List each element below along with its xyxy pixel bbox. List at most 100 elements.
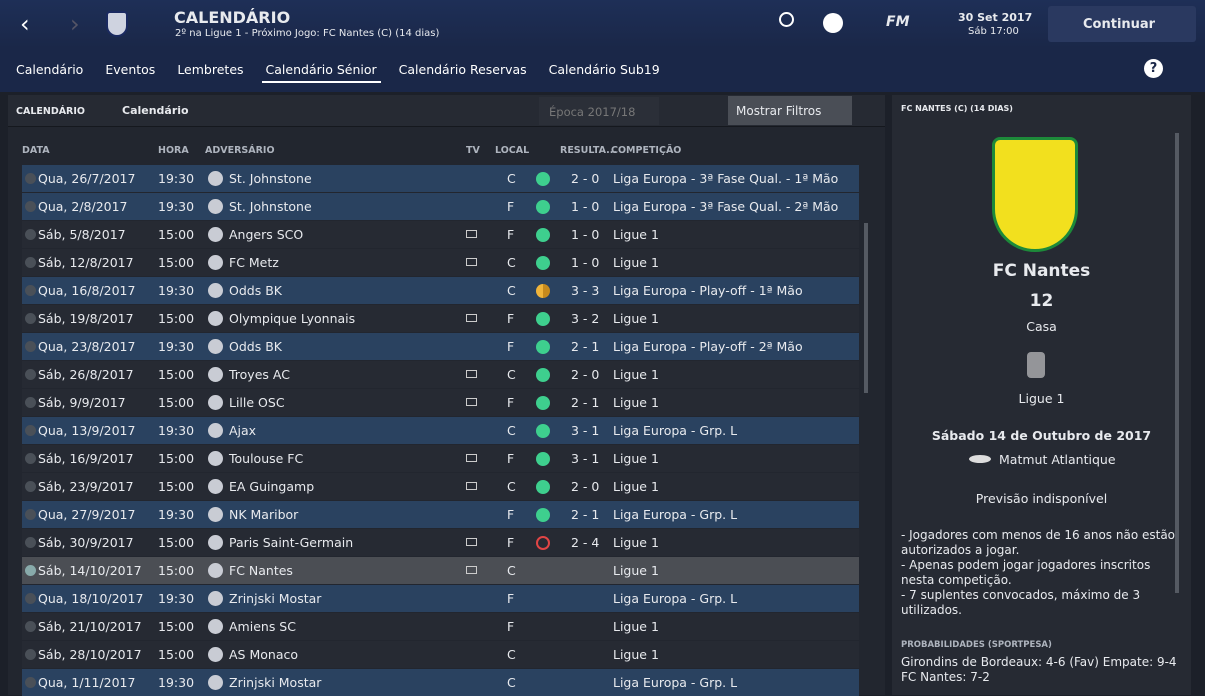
game-date: 30 Set 2017 — [958, 11, 1033, 24]
competition[interactable]: Liga Europa - 3ª Fase Qual. - 1ª Mão — [613, 171, 839, 186]
competition[interactable]: Liga Europa - Grp. L — [613, 675, 738, 690]
fixture-row[interactable]: Qua, 13/9/2017 19:30 Ajax C 3 - 1 Liga Europa… — [22, 417, 859, 444]
fixture-row[interactable]: Sáb, 28/10/2017 15:00 AS Monaco C Ligue 1 — [22, 641, 859, 668]
column-header[interactable]: COMPETIÇÃO — [611, 145, 682, 156]
status-icon — [25, 481, 36, 492]
competition[interactable]: Liga Europa - Grp. L — [613, 507, 738, 522]
scrollbar[interactable] — [864, 223, 868, 393]
view-dropdown[interactable]: Calendário — [122, 104, 189, 117]
result-indicator — [536, 536, 550, 550]
opponent-badge — [208, 171, 223, 186]
result: 3 - 3 — [571, 283, 600, 298]
odds-title: PROBABILIDADES (SPORTPESA) — [901, 640, 1052, 650]
competition[interactable]: Ligue 1 — [613, 563, 659, 578]
opponent: Odds BK — [229, 283, 282, 298]
result: 2 - 0 — [571, 171, 600, 186]
fixture-row[interactable]: Qua, 26/7/2017 19:30 St. Johnstone C 2 - 0 Li… — [22, 165, 859, 192]
competition[interactable]: Ligue 1 — [613, 395, 659, 410]
column-header[interactable]: ADVERSÁRIO — [205, 145, 275, 156]
fixture-row[interactable]: Qua, 2/8/2017 19:30 St. Johnstone F 1 - 0 Lig… — [22, 193, 859, 220]
tab[interactable]: Calendário Sub19 — [548, 62, 660, 77]
column-header[interactable]: RESULTA... — [560, 145, 617, 156]
status-icon — [25, 425, 36, 436]
forward-button[interactable]: › — [70, 10, 80, 38]
competition[interactable]: Liga Europa - Play-off - 1ª Mão — [613, 283, 803, 298]
fixture-row[interactable]: Sáb, 30/9/2017 15:00 Paris Saint-Germain F 2… — [22, 529, 859, 556]
competition[interactable]: Liga Europa - 3ª Fase Qual. - 2ª Mão — [613, 199, 839, 214]
fixture-row[interactable]: Sáb, 21/10/2017 15:00 Amiens SC F Ligue 1 — [22, 613, 859, 640]
club-badge[interactable] — [106, 11, 128, 37]
tab[interactable]: Lembretes — [177, 62, 244, 77]
column-header[interactable]: DATA — [22, 145, 50, 156]
time: 19:30 — [158, 675, 195, 690]
result-indicator — [536, 256, 550, 270]
help-button[interactable]: ? — [1144, 59, 1163, 78]
fixture-row[interactable]: Sáb, 19/8/2017 15:00 Olympique Lyonnais F 3 … — [22, 305, 859, 332]
search-button[interactable] — [779, 12, 794, 27]
fixture-row[interactable]: Qua, 1/11/2017 19:30 Zrinjski Mostar C Liga … — [22, 669, 859, 696]
column-header[interactable]: LOCAL — [495, 145, 530, 156]
time: 19:30 — [158, 339, 195, 354]
tab[interactable]: Calendário Sénior — [265, 62, 377, 77]
time: 15:00 — [158, 619, 195, 634]
fixture-row[interactable]: Qua, 27/9/2017 19:30 NK Maribor F 2 - 1 Liga … — [22, 501, 859, 528]
competition[interactable]: Ligue 1 — [613, 311, 659, 326]
time: 19:30 — [158, 199, 195, 214]
fixture-row[interactable]: Sáb, 5/8/2017 15:00 Angers SCO F 1 - 0 Ligue … — [22, 221, 859, 248]
fixture-row[interactable]: Sáb, 9/9/2017 15:00 Lille OSC F 2 - 1 Ligue 1 — [22, 389, 859, 416]
competition[interactable]: Ligue 1 — [613, 619, 659, 634]
competition[interactable]: Liga Europa - Grp. L — [613, 591, 738, 606]
season-dropdown[interactable]: Época 2017/18 — [539, 97, 659, 125]
opponent-badge — [208, 675, 223, 690]
stadium-icon — [969, 455, 991, 463]
fixture-row[interactable]: Sáb, 14/10/2017 15:00 FC Nantes C Ligue 1 — [22, 557, 859, 584]
venue: C — [507, 367, 516, 382]
date: Qua, 23/8/2017 — [38, 339, 136, 354]
column-header[interactable]: HORA — [158, 145, 189, 156]
odds-line: FC Nantes: 7-2 — [901, 670, 990, 684]
world-button[interactable] — [823, 13, 843, 33]
venue: F — [507, 507, 515, 522]
fixture-row[interactable]: Qua, 18/10/2017 19:30 Zrinjski Mostar F Liga… — [22, 585, 859, 612]
fixture-row[interactable]: Qua, 16/8/2017 19:30 Odds BK C 3 - 3 Liga Eur… — [22, 277, 859, 304]
fixture-row[interactable]: Sáb, 16/9/2017 15:00 Toulouse FC F 3 - 1 Ligu… — [22, 445, 859, 472]
column-header[interactable]: TV — [466, 145, 480, 156]
competition[interactable]: Ligue 1 — [613, 255, 659, 270]
result: 1 - 0 — [571, 227, 600, 242]
status-icon — [25, 341, 36, 352]
date: Sáb, 5/8/2017 — [38, 227, 126, 242]
tab[interactable]: Calendário — [16, 62, 84, 77]
result-indicator — [536, 396, 550, 410]
competition[interactable]: Liga Europa - Grp. L — [613, 423, 738, 438]
back-button[interactable]: ‹ — [20, 10, 30, 38]
team-position: 12 — [1029, 291, 1054, 311]
scrollbar[interactable] — [1175, 133, 1179, 593]
opponent-badge — [208, 451, 223, 466]
filters-button[interactable]: Mostrar Filtros — [728, 96, 852, 125]
panel-toolbar: CALENDÁRIO Calendário Época 2017/18 Most… — [8, 95, 885, 127]
tab[interactable]: Eventos — [105, 62, 156, 77]
competition[interactable]: Ligue 1 — [613, 647, 659, 662]
status-icon — [25, 397, 36, 408]
tab[interactable]: Calendário Reservas — [398, 62, 527, 77]
time: 15:00 — [158, 647, 195, 662]
fm-menu[interactable]: FM — [886, 14, 910, 30]
continue-button[interactable]: Continuar — [1048, 6, 1196, 42]
venue: Casa — [1026, 319, 1057, 334]
venue: F — [507, 619, 515, 634]
fixture-row[interactable]: Qua, 23/8/2017 19:30 Odds BK F 2 - 1 Liga Eur… — [22, 333, 859, 360]
competition[interactable]: Ligue 1 — [613, 451, 659, 466]
competition[interactable]: Ligue 1 — [613, 535, 659, 550]
competition[interactable]: Ligue 1 — [613, 367, 659, 382]
date: Qua, 13/9/2017 — [38, 423, 136, 438]
status-icon — [25, 537, 36, 548]
fixture-row[interactable]: Sáb, 26/8/2017 15:00 Troyes AC C 2 - 0 Ligue … — [22, 361, 859, 388]
note: - 7 suplentes convocados, máximo de 3 ut… — [901, 588, 1141, 617]
competition[interactable]: Liga Europa - Play-off - 2ª Mão — [613, 339, 803, 354]
fixture-row[interactable]: Sáb, 23/9/2017 15:00 EA Guingamp C 2 - 0 Ligu… — [22, 473, 859, 500]
fixture-row[interactable]: Sáb, 12/8/2017 15:00 FC Metz C 1 - 0 Ligue 1 — [22, 249, 859, 276]
time: 19:30 — [158, 591, 195, 606]
opponent: Lille OSC — [229, 395, 285, 410]
competition[interactable]: Ligue 1 — [613, 479, 659, 494]
competition[interactable]: Ligue 1 — [613, 227, 659, 242]
